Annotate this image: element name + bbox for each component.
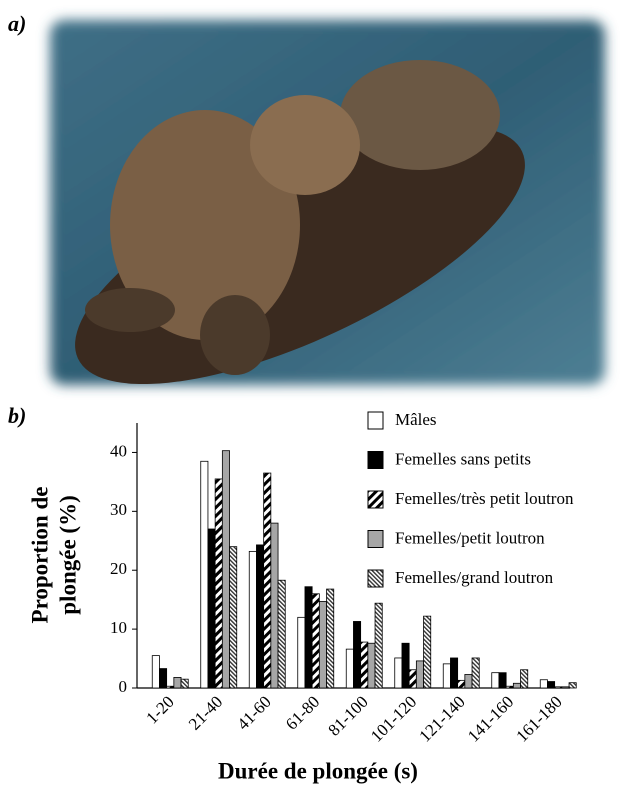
bar [151, 655, 160, 689]
photo [50, 20, 605, 385]
x-tick-label: 21-40 [185, 692, 226, 733]
legend-label: Mâles [395, 410, 437, 429]
legend-swatch [367, 490, 384, 509]
bar [214, 478, 223, 689]
bar [367, 642, 376, 689]
bar [318, 601, 327, 689]
legend-label: Femelles/grand loutron [395, 568, 554, 587]
bar [229, 546, 238, 689]
bar [159, 668, 168, 689]
x-tick-label: 61-80 [282, 692, 323, 733]
bar [547, 681, 556, 689]
x-tick-label: 1-20 [142, 692, 177, 727]
legend-swatch [367, 530, 384, 548]
legend-swatch [367, 451, 384, 469]
x-tick-label: 41-60 [233, 692, 274, 733]
bar [512, 682, 521, 689]
x-tick-label: 81-100 [324, 692, 371, 739]
x-tick-label: 121-140 [415, 692, 469, 746]
legend-label: Femelles/très petit loutron [395, 489, 574, 508]
bar [304, 586, 313, 689]
bar [554, 686, 563, 689]
y-tick-label: 10 [110, 618, 127, 637]
bar [415, 660, 424, 689]
bar [505, 685, 514, 689]
panel-label: b) [8, 403, 26, 428]
bar [180, 678, 189, 689]
bar [270, 522, 279, 689]
legend-swatch [367, 411, 384, 430]
bar [207, 528, 216, 689]
y-axis-title: Proportion de plongée (%) [27, 487, 80, 624]
bar [539, 679, 548, 689]
bar [457, 679, 466, 689]
bar [568, 682, 577, 689]
bar [450, 657, 459, 689]
bar [491, 672, 500, 689]
bar [256, 544, 265, 689]
y-axis-title-line: plongée (%) [55, 495, 80, 614]
bar [173, 677, 182, 689]
bar [471, 657, 480, 689]
bar [277, 579, 286, 689]
bar [248, 550, 257, 689]
bar [297, 616, 306, 689]
bar [374, 602, 383, 689]
bar [221, 450, 230, 689]
bar [353, 621, 362, 689]
bar [326, 588, 335, 689]
x-tick-label: 161-180 [512, 692, 566, 746]
bar [408, 669, 417, 689]
legend-swatch [367, 569, 384, 588]
bar [166, 685, 175, 689]
y-axis-title-line: Proportion de [27, 487, 52, 624]
bar [394, 657, 403, 689]
bar [200, 460, 209, 689]
bar [520, 669, 529, 689]
y-tick-label: 30 [110, 500, 127, 519]
panel-label: a) [8, 11, 26, 36]
bar [263, 472, 272, 689]
bar [561, 686, 570, 689]
bar [464, 674, 473, 689]
legend-label: Femelles/petit loutron [395, 528, 545, 547]
y-tick-label: 0 [119, 677, 128, 696]
x-axis-title: Durée de plongée (s) [218, 758, 418, 783]
x-tick-label: 101-120 [367, 692, 421, 746]
bar [345, 648, 354, 689]
bar [423, 615, 432, 689]
bar [401, 642, 410, 689]
bar [360, 641, 369, 689]
legend-label: Femelles sans petits [395, 449, 531, 468]
bar [311, 593, 320, 689]
x-tick-label: 141-160 [464, 692, 518, 746]
bar [442, 663, 451, 689]
y-tick-label: 20 [110, 559, 127, 578]
bar [498, 672, 507, 689]
y-tick-label: 40 [110, 441, 127, 460]
